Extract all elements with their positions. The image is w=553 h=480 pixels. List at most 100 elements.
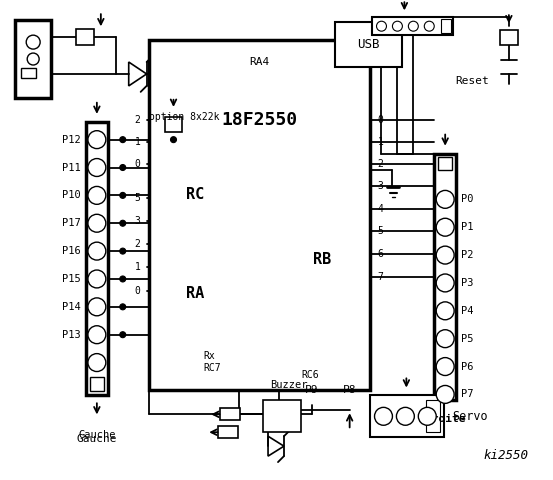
Text: 5: 5 [378, 226, 383, 236]
Bar [500, 30, 518, 45]
Bar [76, 29, 94, 45]
Bar [21, 68, 36, 78]
Circle shape [436, 218, 454, 236]
Text: RC6: RC6 [301, 371, 319, 381]
Circle shape [436, 385, 454, 403]
Text: P9: P9 [305, 385, 319, 396]
Bar [369, 396, 444, 437]
Circle shape [26, 35, 40, 49]
Text: P5: P5 [461, 334, 473, 344]
Circle shape [88, 242, 106, 260]
Circle shape [88, 131, 106, 149]
Text: P1: P1 [461, 222, 473, 232]
Text: ki2550: ki2550 [484, 449, 529, 462]
Text: Gauche: Gauche [78, 430, 116, 440]
Text: 1: 1 [135, 262, 140, 272]
Circle shape [408, 21, 418, 31]
Text: 0: 0 [135, 286, 140, 296]
Circle shape [88, 354, 106, 372]
Bar [438, 156, 452, 169]
Text: 2: 2 [135, 115, 140, 125]
Circle shape [397, 408, 414, 425]
Circle shape [88, 298, 106, 316]
Circle shape [120, 192, 126, 198]
Text: P7: P7 [461, 389, 473, 399]
Circle shape [377, 21, 387, 31]
Text: P14: P14 [62, 302, 81, 312]
Text: Gauche: Gauche [77, 434, 117, 444]
Text: 18F2550: 18F2550 [221, 111, 297, 129]
Text: 3: 3 [135, 216, 140, 226]
Circle shape [436, 358, 454, 375]
Text: 4: 4 [378, 204, 383, 214]
Bar [434, 154, 456, 400]
Bar [263, 400, 301, 432]
Bar [335, 22, 403, 67]
Bar [426, 400, 440, 432]
Text: P15: P15 [62, 274, 81, 284]
Circle shape [436, 302, 454, 320]
Text: RB: RB [314, 252, 332, 266]
Bar [15, 20, 51, 98]
Text: 5: 5 [135, 193, 140, 204]
Circle shape [120, 137, 126, 143]
Circle shape [436, 191, 454, 208]
Circle shape [436, 274, 454, 292]
Circle shape [424, 21, 434, 31]
Text: P0: P0 [461, 194, 473, 204]
Text: 2: 2 [135, 239, 140, 249]
Circle shape [170, 137, 176, 143]
Bar [441, 19, 451, 33]
Text: P13: P13 [62, 330, 81, 340]
Text: P16: P16 [62, 246, 81, 256]
Circle shape [88, 214, 106, 232]
Circle shape [393, 21, 403, 31]
Bar [90, 377, 104, 391]
Text: 0: 0 [378, 115, 383, 125]
Text: 6: 6 [378, 249, 383, 259]
Circle shape [88, 158, 106, 177]
Text: RA: RA [186, 287, 205, 301]
Circle shape [88, 326, 106, 344]
Text: option 8x22k: option 8x22k [149, 112, 219, 122]
Text: 3: 3 [378, 181, 383, 192]
Text: P11: P11 [62, 163, 81, 172]
Bar [218, 426, 238, 438]
Text: P10: P10 [62, 191, 81, 200]
Bar [86, 122, 108, 396]
Text: P12: P12 [62, 135, 81, 144]
Bar [372, 17, 453, 35]
Circle shape [120, 248, 126, 254]
Text: 0: 0 [135, 158, 140, 168]
Circle shape [120, 276, 126, 282]
Text: 2: 2 [378, 158, 383, 168]
Text: Droite: Droite [425, 414, 466, 424]
Circle shape [120, 165, 126, 170]
Circle shape [120, 220, 126, 226]
Text: Rx
RC7: Rx RC7 [204, 351, 221, 372]
Text: 1: 1 [135, 137, 140, 146]
Text: P2: P2 [461, 250, 473, 260]
Circle shape [418, 408, 436, 425]
Text: Servo: Servo [452, 410, 488, 423]
Circle shape [88, 186, 106, 204]
Circle shape [27, 53, 39, 65]
Circle shape [436, 330, 454, 348]
Circle shape [120, 304, 126, 310]
Text: P6: P6 [461, 361, 473, 372]
Text: USB: USB [357, 37, 380, 50]
Text: Buzzer: Buzzer [270, 381, 307, 390]
Circle shape [436, 246, 454, 264]
Text: P17: P17 [62, 218, 81, 228]
Bar [149, 40, 369, 390]
Text: P4: P4 [461, 306, 473, 316]
Text: P3: P3 [461, 278, 473, 288]
Text: P8: P8 [343, 385, 356, 396]
Text: 7: 7 [378, 272, 383, 282]
Circle shape [88, 270, 106, 288]
Text: RC: RC [186, 187, 205, 202]
Bar [220, 408, 240, 420]
Text: Reset: Reset [455, 76, 489, 86]
Circle shape [120, 332, 126, 338]
Text: RA4: RA4 [249, 57, 269, 67]
